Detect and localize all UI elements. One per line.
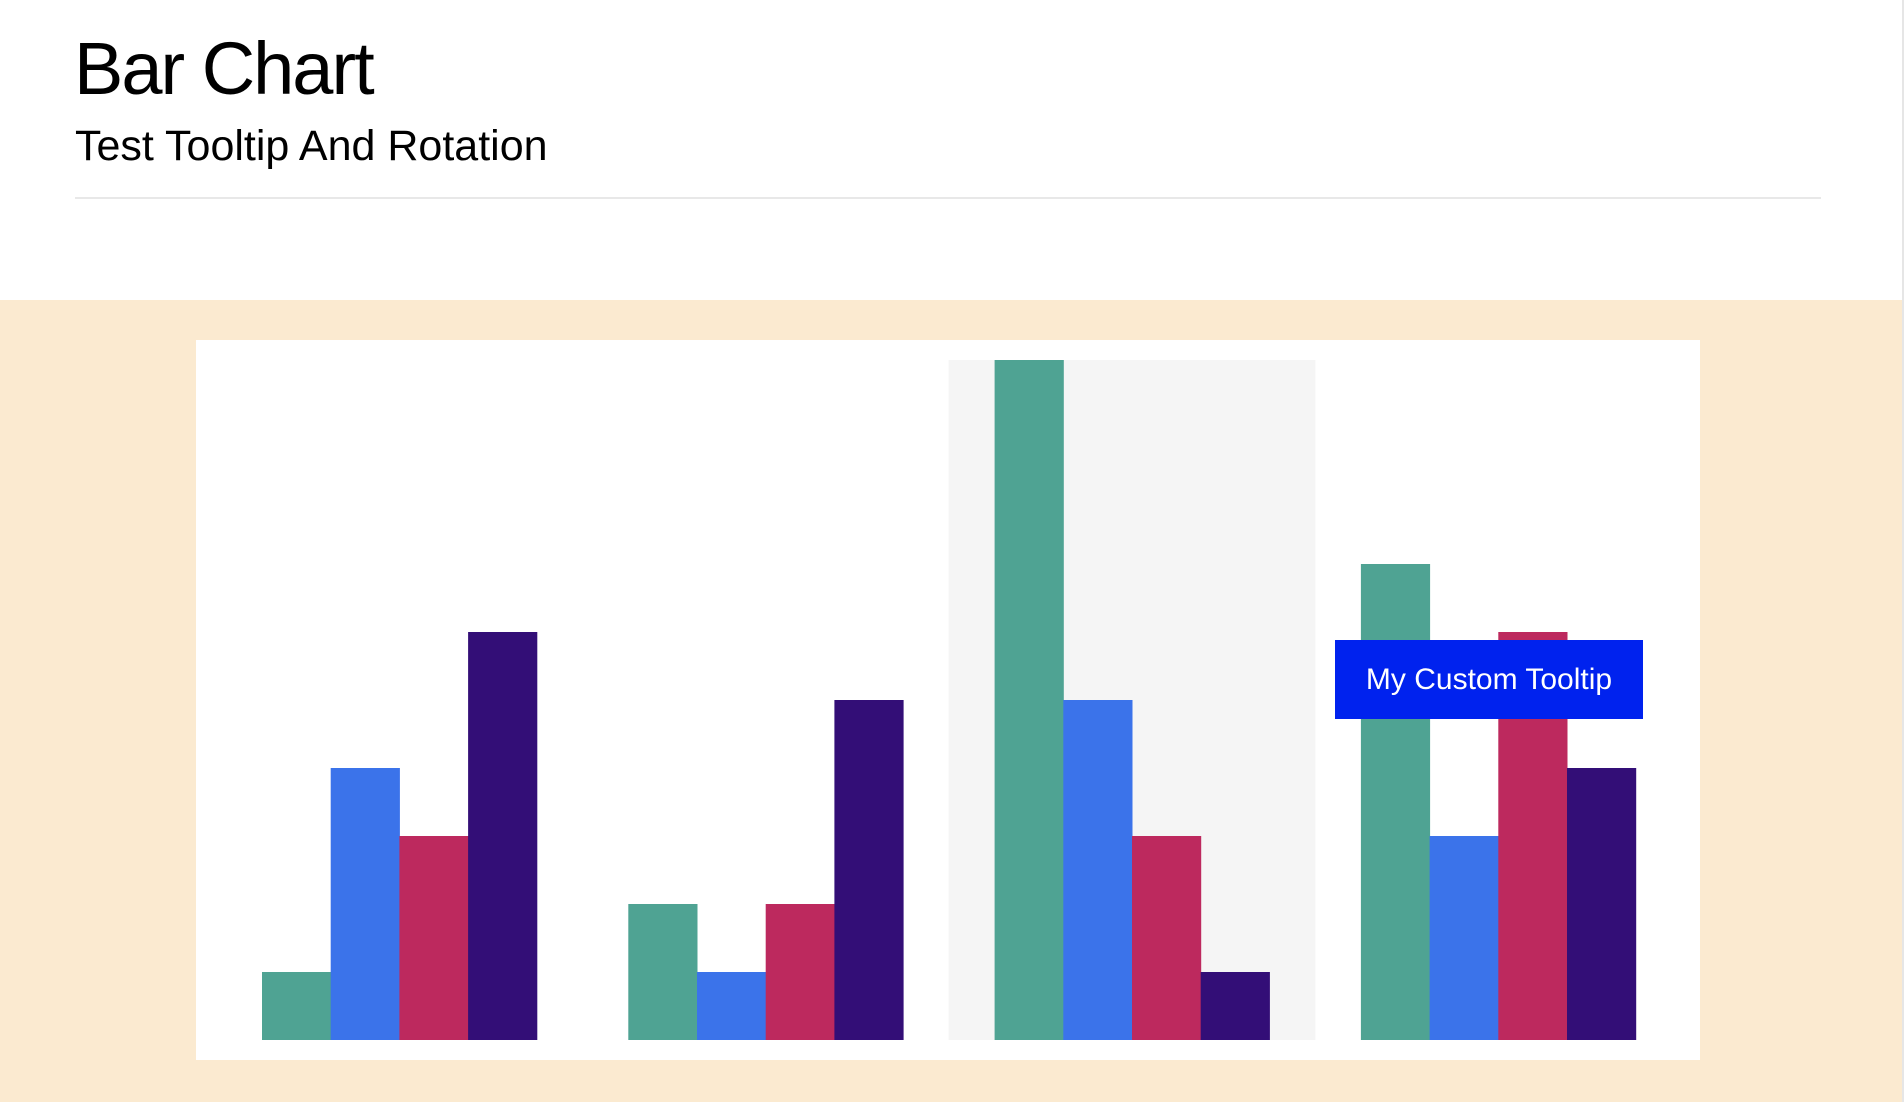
bar-3-0[interactable] bbox=[1360, 564, 1431, 1040]
divider bbox=[75, 197, 1821, 199]
bar-1-1[interactable] bbox=[697, 972, 767, 1040]
bar-3-1[interactable] bbox=[1429, 836, 1499, 1040]
bar-2-0[interactable] bbox=[994, 360, 1064, 1040]
bar-2-1[interactable] bbox=[1063, 700, 1133, 1040]
bar-2-2[interactable] bbox=[1132, 836, 1202, 1040]
bar-1-3[interactable] bbox=[834, 700, 904, 1040]
bar-2-3[interactable] bbox=[1200, 972, 1270, 1040]
window-edge bbox=[1902, 0, 1904, 1102]
bar-1-0[interactable] bbox=[628, 904, 698, 1040]
chart-tooltip: My Custom Tooltip bbox=[1335, 640, 1643, 719]
bar-0-3[interactable] bbox=[468, 632, 538, 1040]
page-subtitle: Test Tooltip And Rotation bbox=[75, 122, 548, 170]
page-title: Bar Chart bbox=[74, 27, 375, 110]
bar-3-3[interactable] bbox=[1567, 768, 1637, 1040]
bar-0-0[interactable] bbox=[262, 972, 332, 1040]
bar-1-2[interactable] bbox=[765, 904, 835, 1040]
bar-0-2[interactable] bbox=[399, 836, 469, 1040]
bar-0-1[interactable] bbox=[330, 768, 400, 1040]
